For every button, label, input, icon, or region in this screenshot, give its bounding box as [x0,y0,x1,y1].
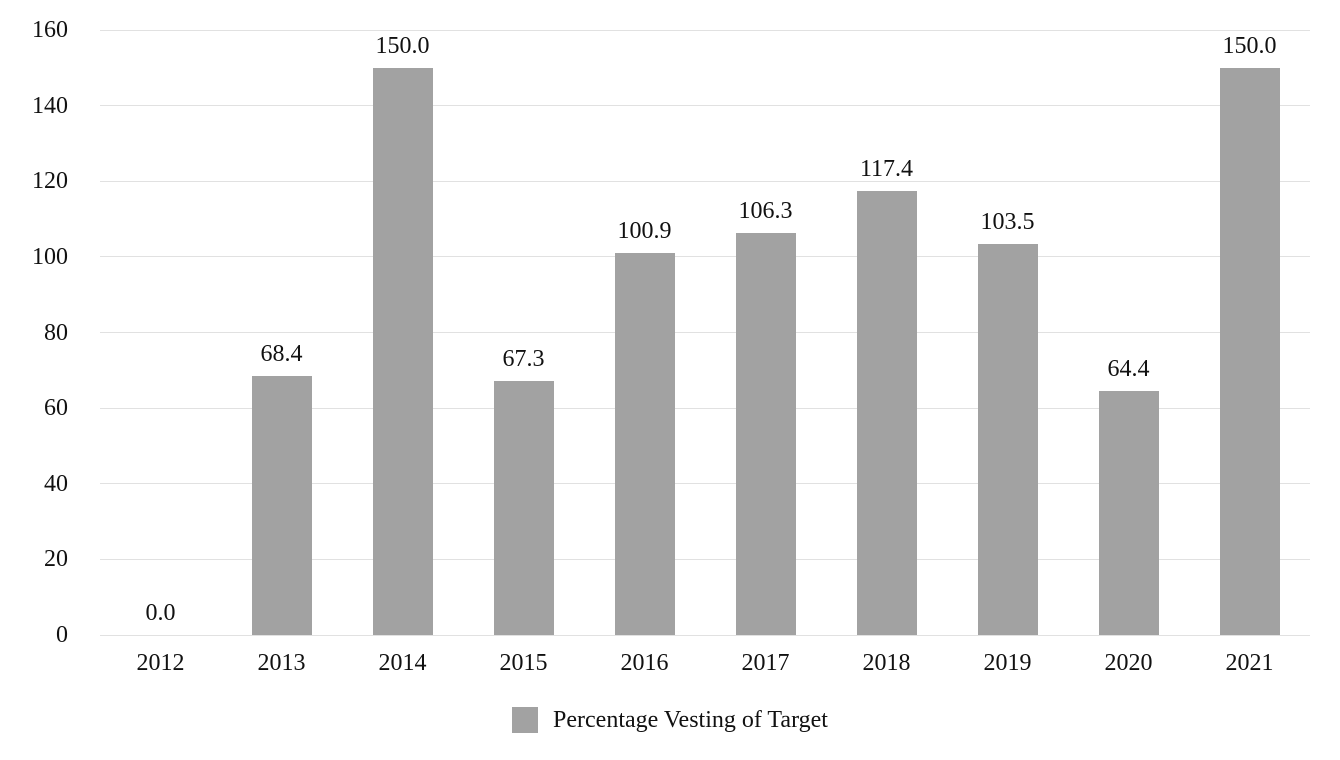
bar-value-label: 68.4 [260,341,303,368]
bar-value-label: 0.0 [145,600,176,626]
bar [1098,391,1159,635]
x-axis-tick-label: 2013 [257,650,306,676]
x-axis-tick-label: 2015 [499,650,548,676]
gridline [100,256,1310,258]
y-axis-tick-label: 40 [44,470,68,497]
bar [251,376,312,635]
y-axis-tick-label: 20 [44,546,68,573]
x-axis-tick-label: 2017 [741,650,790,676]
gridline [100,407,1310,409]
bar [977,243,1038,635]
gridline [100,105,1310,107]
gridline [100,558,1310,560]
y-axis-tick-label: 100 [32,243,68,270]
bar [856,191,917,635]
bar-value-label: 150.0 [375,32,430,59]
bar-value-label: 117.4 [859,156,914,183]
bar-value-label: 67.3 [502,345,545,372]
y-axis-tick-label: 140 [32,92,68,119]
y-axis-tick-label: 120 [32,168,68,195]
bar-value-label: 64.4 [1107,356,1150,383]
legend-swatch-icon [512,707,539,733]
chart-legend: Percentage Vesting of Target [0,703,1340,737]
bar-value-label: 100.9 [617,218,672,245]
gridline [100,180,1310,182]
gridline [100,332,1310,333]
x-axis-tick-label: 2014 [378,650,427,676]
bar [614,253,675,635]
y-axis-tick-label: 80 [44,319,68,346]
y-axis-tick-label: 0 [56,622,68,648]
bar-value-label: 106.3 [738,198,793,225]
bar [1219,67,1280,635]
bar-value-label: 103.5 [980,208,1035,235]
bar [735,233,796,635]
x-axis-tick-label: 2021 [1225,650,1274,676]
bar-value-label: 150.0 [1222,32,1277,59]
gridline [100,483,1310,485]
x-axis-tick-label: 2019 [983,650,1032,676]
legend-label: Percentage Vesting of Target [553,707,828,733]
gridline [100,29,1310,31]
x-axis-tick-label: 2016 [620,650,669,676]
y-axis-tick-label: 160 [32,17,68,43]
bar [372,67,433,635]
gridline [100,634,1310,636]
x-axis-tick-label: 2020 [1104,650,1153,676]
x-axis-tick-label: 2012 [136,650,185,676]
x-axis-tick-label: 2018 [862,650,911,676]
y-axis-tick-label: 60 [44,395,68,422]
bar [493,380,554,635]
